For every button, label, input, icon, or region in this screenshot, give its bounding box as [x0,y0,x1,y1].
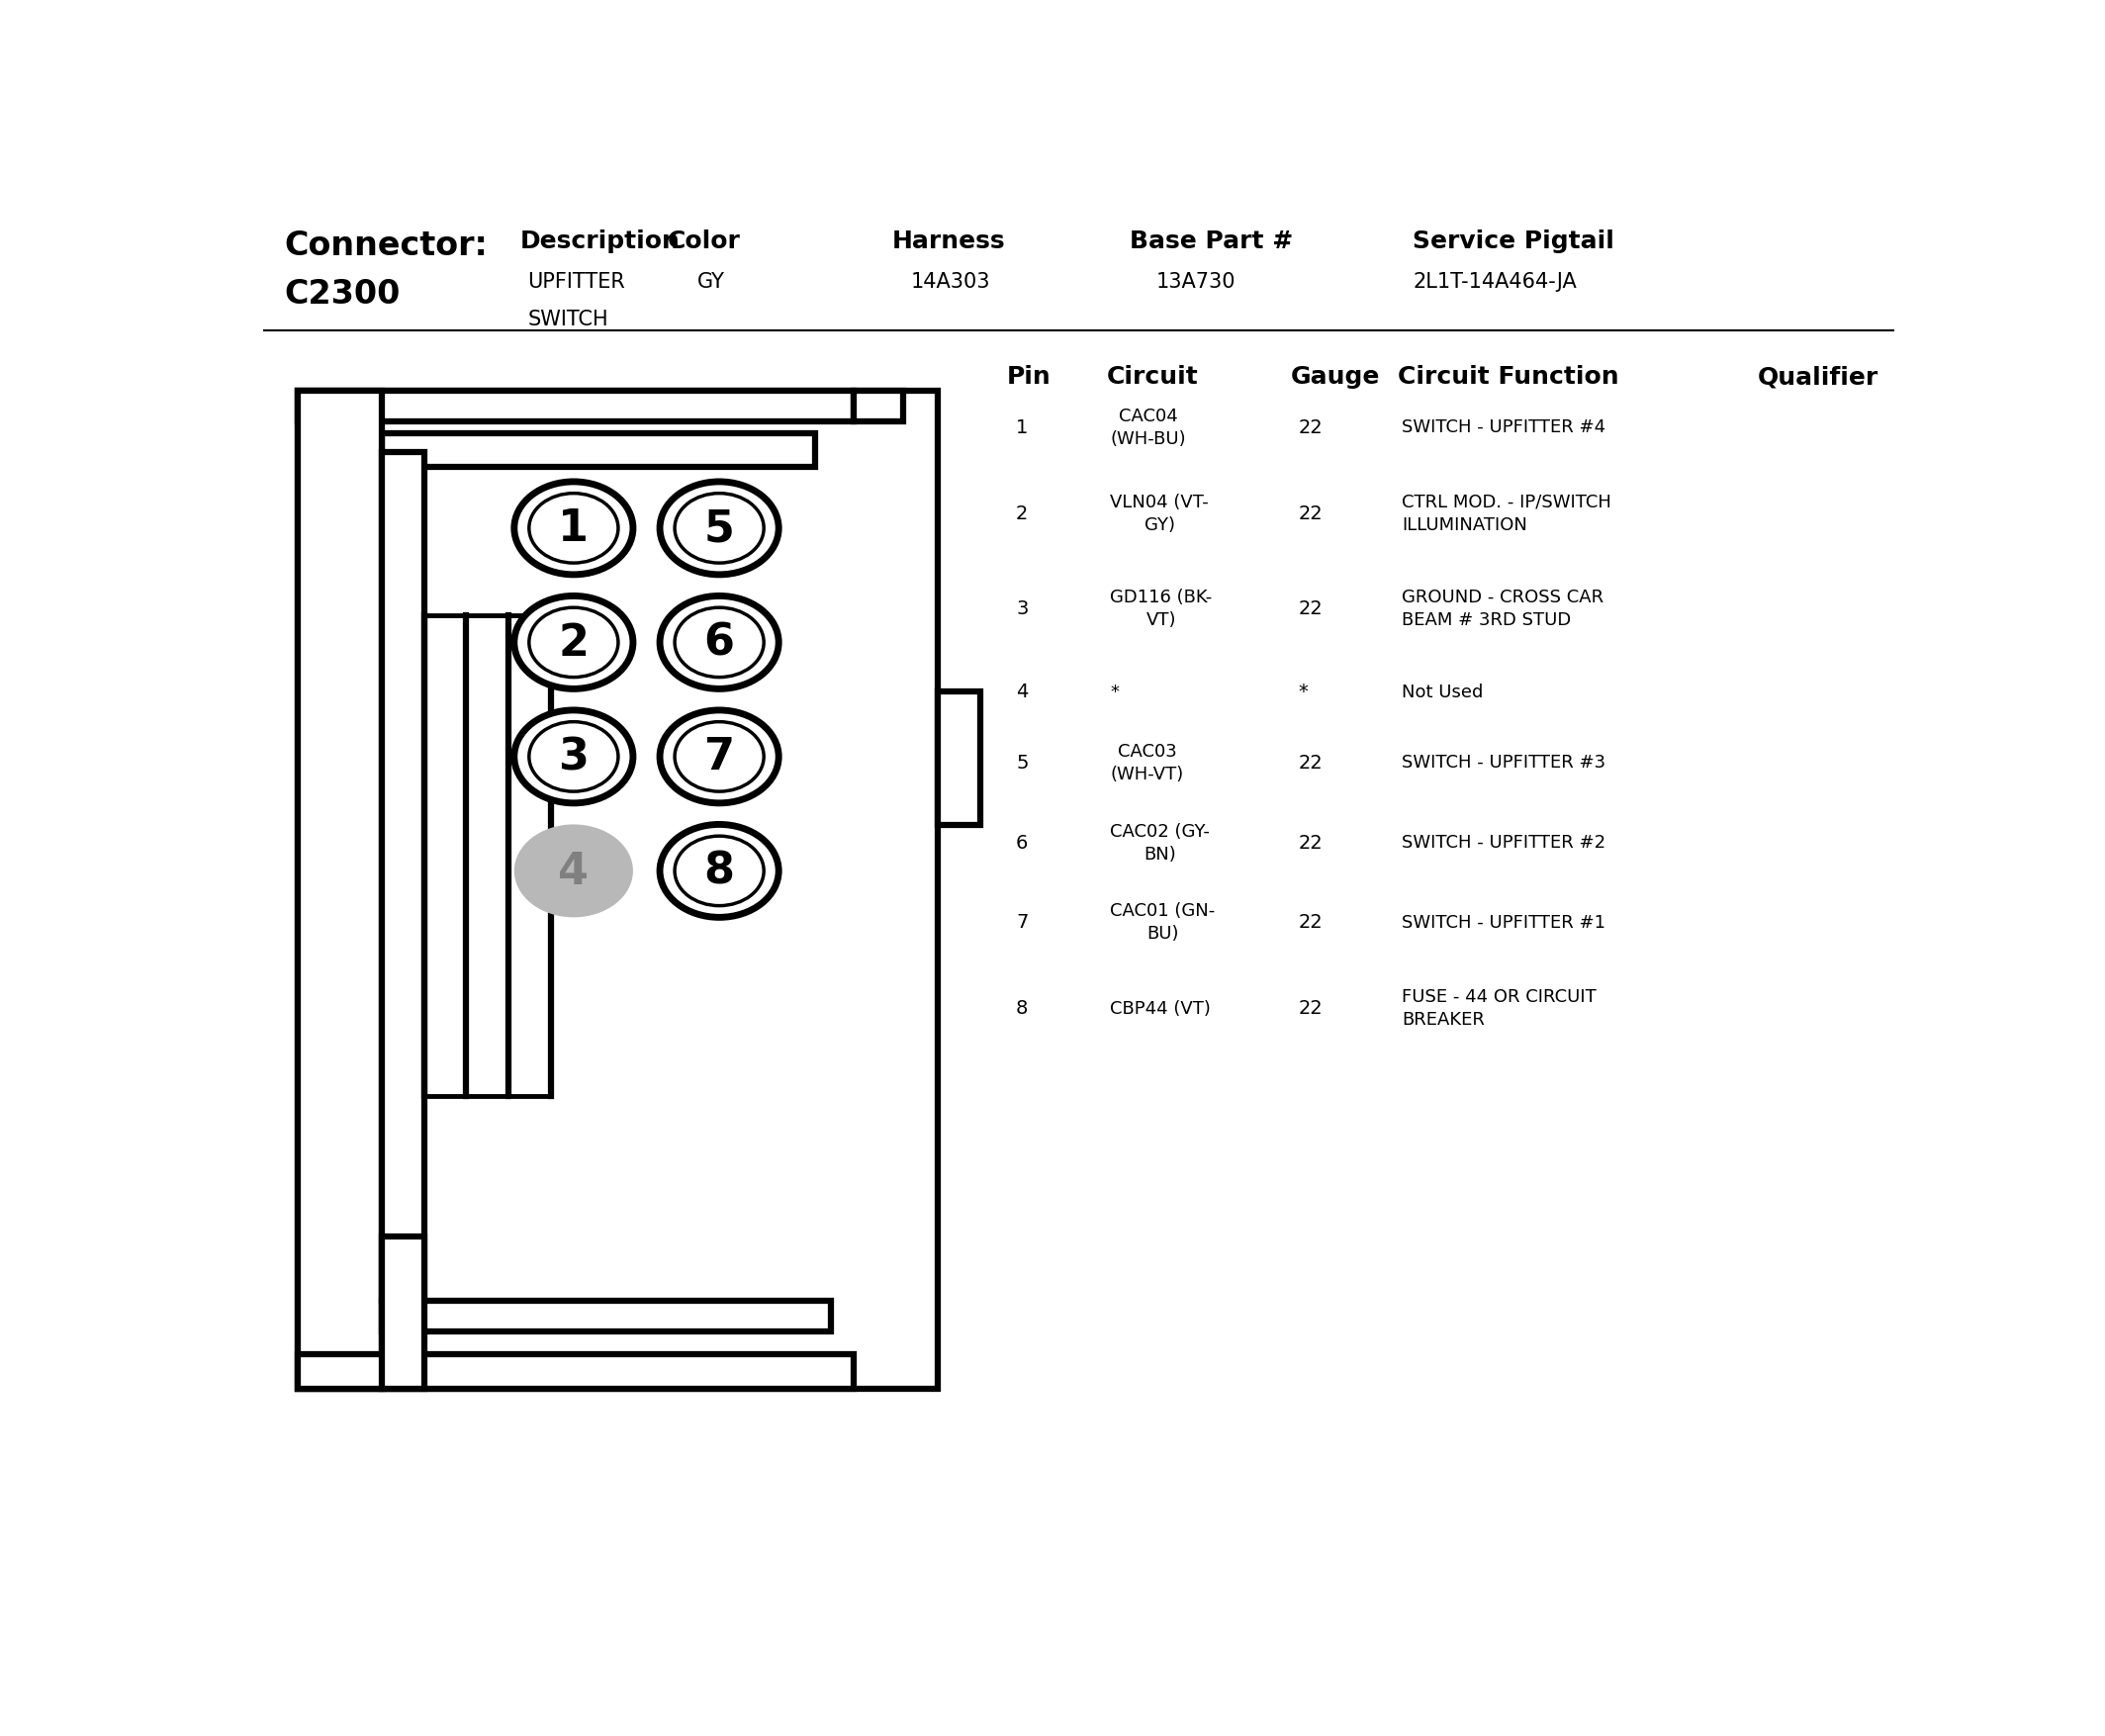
Text: 8: 8 [1017,998,1027,1017]
Ellipse shape [659,825,779,918]
Text: 22: 22 [1299,913,1322,932]
Bar [937,693,981,826]
Bar [381,434,815,469]
Text: 22: 22 [1299,599,1322,618]
Bar [381,453,423,1302]
Text: 13A730: 13A730 [1156,273,1236,292]
Ellipse shape [676,837,764,906]
Text: Connector:: Connector: [284,229,488,262]
Text: CBP44 (VT): CBP44 (VT) [1109,1000,1210,1017]
Text: CTRL MOD. - IP/SWITCH
ILLUMINATION: CTRL MOD. - IP/SWITCH ILLUMINATION [1402,493,1610,533]
Text: 6: 6 [703,621,735,665]
Text: Service Pigtail: Service Pigtail [1412,229,1615,253]
Text: GD116 (BK-
VT): GD116 (BK- VT) [1109,589,1212,628]
Text: 2: 2 [558,621,589,665]
Ellipse shape [659,597,779,689]
Text: 2: 2 [1017,503,1027,523]
Text: CAC03
(WH-VT): CAC03 (WH-VT) [1109,743,1183,783]
Ellipse shape [659,483,779,575]
Text: 4: 4 [558,851,589,892]
Text: 7: 7 [1017,913,1027,932]
Text: 14A303: 14A303 [911,273,991,292]
Ellipse shape [528,608,619,677]
Text: 1: 1 [1017,418,1027,437]
Bar [381,1236,423,1389]
Text: 6: 6 [1017,833,1027,852]
Ellipse shape [514,483,634,575]
Text: SWITCH - UPFITTER #1: SWITCH - UPFITTER #1 [1402,913,1606,930]
Text: SWITCH - UPFITTER #3: SWITCH - UPFITTER #3 [1402,753,1606,771]
Text: 7: 7 [703,736,735,778]
Text: VLN04 (VT-
GY): VLN04 (VT- GY) [1109,493,1208,533]
Text: UPFITTER: UPFITTER [528,273,625,292]
Text: *: * [1299,682,1307,701]
Text: 3: 3 [1017,599,1027,618]
Text: Description: Description [520,229,680,253]
Text: Circuit: Circuit [1107,365,1198,389]
Text: 3: 3 [558,736,589,778]
Bar [381,1302,831,1332]
Text: GROUND - CROSS CAR
BEAM # 3RD STUD: GROUND - CROSS CAR BEAM # 3RD STUD [1402,589,1604,628]
Bar [297,392,853,422]
Ellipse shape [528,722,619,792]
Text: *: * [1109,682,1120,701]
Text: 22: 22 [1299,998,1322,1017]
Ellipse shape [676,608,764,677]
Text: Circuit Function: Circuit Function [1398,365,1619,389]
Text: 4: 4 [1017,682,1027,701]
Text: 1: 1 [558,507,589,550]
Text: 22: 22 [1299,418,1322,437]
Bar [297,1354,853,1389]
Bar [297,392,937,1389]
Text: 5: 5 [1017,753,1029,773]
Text: CAC04
(WH-BU): CAC04 (WH-BU) [1109,408,1185,448]
Text: SWITCH - UPFITTER #2: SWITCH - UPFITTER #2 [1402,833,1606,851]
Text: CAC02 (GY-
BN): CAC02 (GY- BN) [1109,823,1210,863]
Text: Not Used: Not Used [1402,682,1484,701]
Ellipse shape [514,597,634,689]
Text: CAC01 (GN-
BU): CAC01 (GN- BU) [1109,903,1215,943]
Text: C2300: C2300 [284,278,400,311]
Text: FUSE - 44 OR CIRCUIT
BREAKER: FUSE - 44 OR CIRCUIT BREAKER [1402,988,1596,1028]
Text: Color: Color [667,229,741,253]
Text: 22: 22 [1299,753,1322,773]
Text: 5: 5 [703,507,735,550]
Text: 22: 22 [1299,833,1322,852]
Text: SWITCH: SWITCH [528,309,608,330]
Text: 22: 22 [1299,503,1322,523]
Ellipse shape [659,710,779,804]
Ellipse shape [676,495,764,564]
Text: Base Part #: Base Part # [1130,229,1292,253]
Text: Harness: Harness [893,229,1006,253]
Ellipse shape [528,495,619,564]
Text: 2L1T-14A464-JA: 2L1T-14A464-JA [1412,273,1577,292]
Bar [853,392,903,422]
Ellipse shape [514,710,634,804]
Text: SWITCH - UPFITTER #4: SWITCH - UPFITTER #4 [1402,418,1606,436]
Text: GY: GY [697,273,726,292]
Text: 8: 8 [703,851,735,892]
Text: Qualifier: Qualifier [1758,365,1880,389]
Ellipse shape [514,825,634,918]
Ellipse shape [676,722,764,792]
Text: Gauge: Gauge [1290,365,1379,389]
Bar [297,392,381,1389]
Text: Pin: Pin [1006,365,1050,389]
